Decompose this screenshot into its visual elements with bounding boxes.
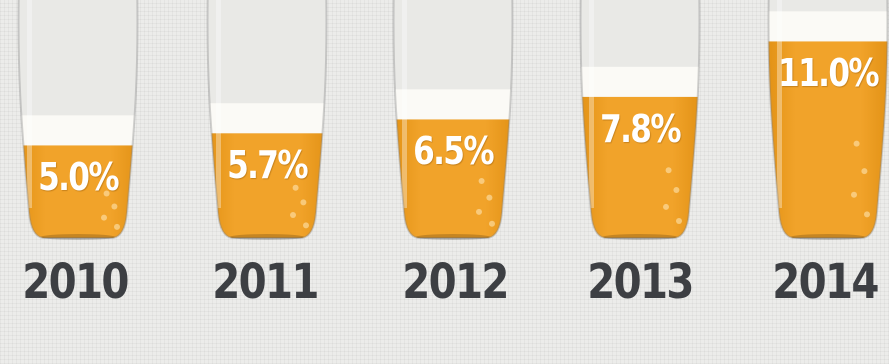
beer-glass-2010: 5.0% <box>13 0 143 240</box>
glass-outline <box>17 0 139 239</box>
bubble <box>489 220 495 227</box>
beer-glass-2012: 6.5% <box>388 0 518 240</box>
bubble <box>103 190 110 197</box>
bubble <box>292 184 299 191</box>
glass-highlight <box>589 0 594 208</box>
beer-glass-graphic <box>206 0 328 240</box>
bubble <box>665 167 672 174</box>
foam-head <box>768 11 888 42</box>
bubble <box>851 191 857 198</box>
glass-base-shadow <box>791 234 865 240</box>
glass-base-shadow <box>416 234 490 240</box>
bubble <box>290 211 296 218</box>
bubble <box>111 203 118 210</box>
value-label-2013: 7.8% <box>600 106 682 151</box>
bubble <box>300 199 307 206</box>
bubble <box>476 208 482 215</box>
bubble <box>478 178 485 185</box>
beer-fill-bar-2014 <box>768 41 888 238</box>
glass-highlight <box>402 0 407 208</box>
year-label-2011: 2011 <box>212 254 319 310</box>
bubble <box>486 194 493 201</box>
foam-head <box>580 66 700 97</box>
glass-highlight <box>216 0 221 208</box>
bubble <box>114 223 120 230</box>
year-label-2012: 2012 <box>402 254 509 310</box>
bubble <box>676 218 682 225</box>
glass-highlight <box>27 0 32 208</box>
value-label-2012: 6.5% <box>413 129 495 174</box>
beer-fill-bar-2011 <box>207 133 327 238</box>
foam-head <box>393 89 513 120</box>
beer-glass-graphic <box>579 0 701 240</box>
beer-glass-2011: 5.7% <box>202 0 332 240</box>
bubble <box>101 214 107 221</box>
glass-outline <box>206 0 328 239</box>
glass-base-shadow <box>230 234 304 240</box>
bubble <box>303 222 309 229</box>
beer-fill-bar-2013 <box>580 96 700 238</box>
year-label-2014: 2014 <box>772 254 879 310</box>
glass-outline <box>392 0 514 239</box>
beer-glass-graphic <box>392 0 514 240</box>
bubble <box>861 168 868 175</box>
value-label-2014: 11.0% <box>778 51 880 96</box>
glass-highlight <box>777 0 782 208</box>
beer-glass-graphic <box>17 0 139 240</box>
glass-outline <box>767 0 889 239</box>
bubble <box>663 203 669 210</box>
year-label-2013: 2013 <box>587 254 694 310</box>
beer-glass-2013: 7.8% <box>575 0 705 240</box>
beer-fill-bar-2012 <box>393 119 513 238</box>
foam-head <box>207 103 327 134</box>
glass-base-shadow <box>603 234 677 240</box>
glass-outline <box>579 0 701 239</box>
value-label-2011: 5.7% <box>227 143 309 188</box>
value-label-2010: 5.0% <box>38 155 120 200</box>
foam-head <box>18 115 138 146</box>
bubble <box>853 140 860 147</box>
beer-fill-bar-2010 <box>18 145 138 238</box>
year-label-2010: 2010 <box>22 254 129 310</box>
beer-glass-graphic <box>767 0 889 240</box>
beer-glass-2014: 11.0% <box>763 0 889 240</box>
bubble <box>864 211 870 218</box>
bubble <box>673 186 680 193</box>
glass-base-shadow <box>41 234 115 240</box>
